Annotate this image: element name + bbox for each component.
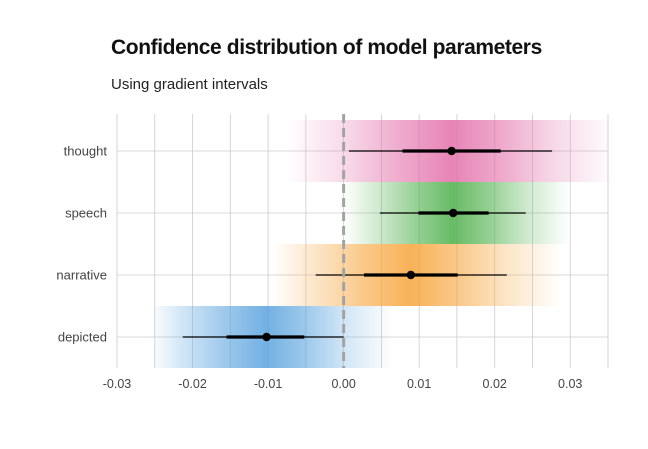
chart-subtitle: Using gradient intervals bbox=[111, 76, 268, 93]
y-category-label: speech bbox=[65, 206, 107, 221]
point-estimate-depicted bbox=[262, 332, 271, 342]
x-tick-label: 0.02 bbox=[483, 377, 507, 391]
point-estimate-speech bbox=[448, 208, 458, 218]
x-tick-label: 0.01 bbox=[407, 377, 431, 391]
y-category-label: depicted bbox=[58, 330, 107, 345]
x-tick-label: -0.01 bbox=[254, 377, 283, 391]
point-estimate-narrative bbox=[406, 270, 416, 280]
x-tick-label: -0.02 bbox=[178, 377, 207, 391]
x-tick-label: -0.03 bbox=[103, 377, 132, 391]
x-tick-label: 0.03 bbox=[558, 377, 582, 391]
x-tick-label: 0.00 bbox=[331, 377, 355, 391]
y-category-label: thought bbox=[64, 144, 108, 159]
y-category-label: narrative bbox=[56, 268, 107, 283]
point-estimate-thought bbox=[447, 146, 456, 156]
chart-title: Confidence distribution of model paramet… bbox=[111, 36, 542, 59]
